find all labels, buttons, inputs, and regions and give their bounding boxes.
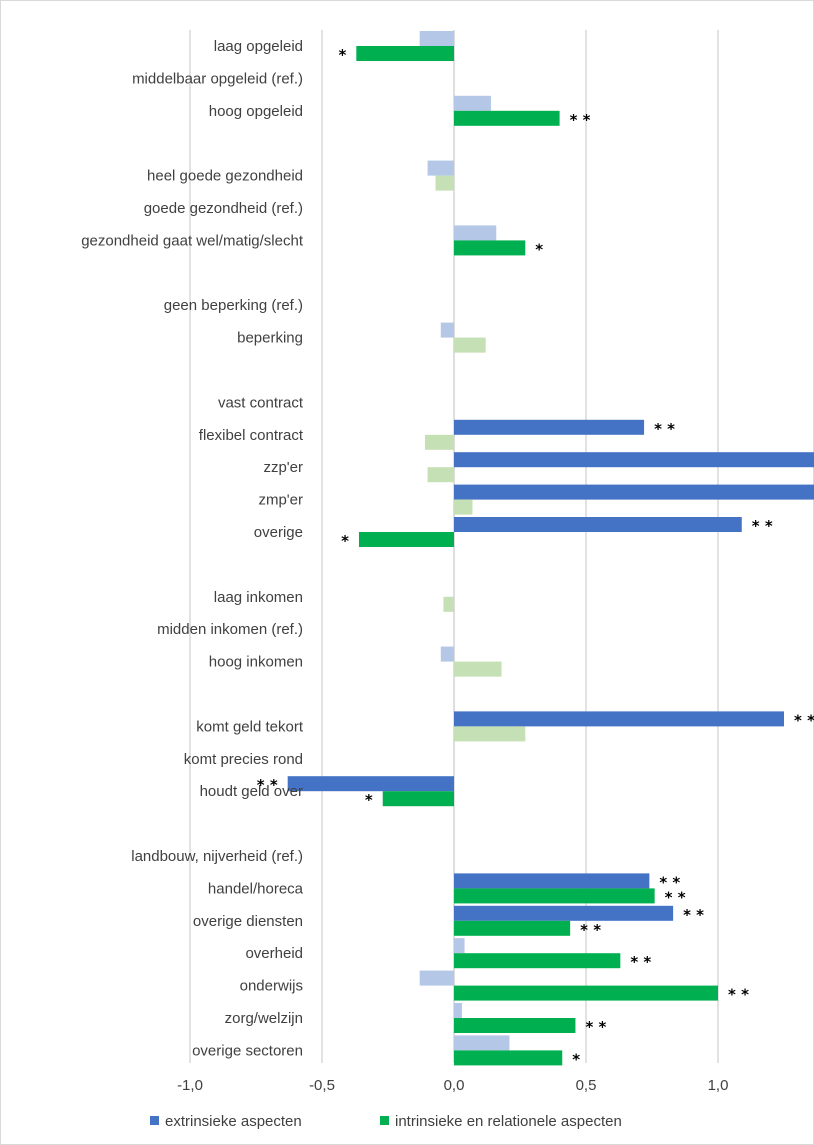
- bar-extrinsiek: [454, 419, 645, 435]
- x-tick-label: -0,5: [309, 1077, 335, 1094]
- category-label: onderwijs: [240, 978, 303, 995]
- category-label: flexibel contract: [199, 427, 304, 444]
- significance-marker: * *: [580, 921, 601, 939]
- x-tick-label: 0,5: [576, 1077, 597, 1094]
- significance-marker: * *: [683, 906, 704, 924]
- significance-marker: * *: [257, 776, 278, 794]
- legend-swatch-extrinsiek: [150, 1116, 159, 1125]
- bar-extrinsiek: [454, 484, 814, 500]
- category-label: gezondheid gaat wel/matig/slecht: [81, 232, 304, 249]
- significance-marker: * *: [630, 953, 651, 971]
- category-label: goede gezondheid (ref.): [144, 200, 303, 217]
- bars: [287, 31, 814, 1066]
- bar-intrinsiek: [454, 661, 502, 677]
- category-label: beperking: [237, 330, 303, 347]
- bar-intrinsiek: [454, 110, 560, 126]
- category-label: geen beperking (ref.): [164, 297, 303, 314]
- x-tick-label: 1,0: [708, 1077, 729, 1094]
- significance-marker: *: [365, 791, 373, 809]
- bar-extrinsiek: [454, 95, 491, 111]
- category-label: zzp'er: [263, 459, 303, 476]
- significance-marker: * *: [794, 711, 814, 729]
- legend-swatch-intrinsiek: [380, 1116, 389, 1125]
- category-label: middelbaar opgeleid (ref.): [132, 70, 303, 87]
- significance-marker: *: [535, 240, 543, 258]
- bar-intrinsiek: [358, 532, 454, 547]
- bar-extrinsiek: [454, 938, 465, 954]
- category-label: laag opgeleid: [214, 38, 303, 55]
- category-label: handel/horeca: [208, 880, 304, 897]
- bar-intrinsiek: [424, 434, 454, 450]
- bar-extrinsiek: [454, 1003, 462, 1018]
- category-label: overige: [254, 524, 303, 541]
- bar-extrinsiek: [440, 322, 454, 338]
- bar-intrinsiek: [382, 791, 454, 807]
- bar-extrinsiek: [454, 711, 784, 727]
- bar-intrinsiek: [454, 1018, 576, 1033]
- bar-extrinsiek: [427, 160, 454, 176]
- significance-marker: * *: [665, 888, 686, 906]
- significance-marker: * *: [570, 111, 591, 129]
- category-label: vast contract: [218, 394, 304, 411]
- bar-extrinsiek: [454, 225, 497, 241]
- bar-extrinsiek: [287, 776, 454, 792]
- category-label: overige sectoren: [192, 1042, 303, 1059]
- bar-intrinsiek: [454, 499, 473, 515]
- significance-marker: *: [338, 46, 346, 64]
- category-label: houdt geld over: [200, 783, 303, 800]
- category-label: midden inkomen (ref.): [157, 621, 303, 638]
- x-tick-label: 0,0: [444, 1077, 465, 1094]
- bar-intrinsiek: [454, 1050, 563, 1066]
- category-label: overheid: [245, 945, 303, 962]
- bar-extrinsiek: [419, 31, 454, 46]
- category-label: zorg/welzijn: [225, 1010, 303, 1027]
- bar-intrinsiek: [454, 920, 571, 936]
- significance-marker: * *: [654, 420, 675, 438]
- category-labels: laag opgeleid middelbaar opgeleid (ref.) h…: [81, 38, 304, 1059]
- legend-label-extrinsiek: extrinsieke aspecten: [165, 1113, 302, 1130]
- significance-markers: * ** ** ** ** ** ** * * *** * ** ** ** ** *…: [257, 46, 814, 1068]
- bar-extrinsiek: [440, 646, 454, 662]
- bar-intrinsiek: [435, 175, 454, 191]
- bar-intrinsiek: [454, 985, 718, 1001]
- category-label: hoog inkomen: [209, 654, 303, 671]
- category-label: zmp'er: [258, 492, 303, 509]
- significance-marker: *: [572, 1050, 580, 1068]
- category-label: komt geld tekort: [196, 718, 304, 735]
- bar-extrinsiek: [454, 452, 814, 468]
- bar-extrinsiek: [454, 1035, 510, 1051]
- legend-label-intrinsiek: intrinsieke en relationele aspecten: [395, 1113, 622, 1130]
- significance-marker: * *: [728, 986, 749, 1004]
- bar-intrinsiek: [454, 953, 621, 969]
- bar-extrinsiek: [454, 873, 650, 889]
- bar-intrinsiek: [356, 46, 454, 61]
- x-tick-label: -1,0: [177, 1077, 203, 1094]
- significance-marker: * *: [659, 873, 680, 891]
- bar-intrinsiek: [454, 726, 526, 742]
- bar-intrinsiek: [454, 337, 486, 353]
- significance-marker: * *: [585, 1018, 606, 1036]
- category-label: hoog opgeleid: [209, 103, 303, 120]
- category-label: laag inkomen: [214, 589, 303, 606]
- bar-intrinsiek: [443, 596, 454, 612]
- bar-intrinsiek: [454, 240, 526, 256]
- bar-intrinsiek: [427, 467, 454, 483]
- bar-extrinsiek: [454, 517, 742, 532]
- significance-marker: *: [341, 532, 349, 550]
- category-label: komt precies rond: [184, 751, 303, 768]
- bar-intrinsiek: [454, 888, 655, 904]
- category-label: landbouw, nijverheid (ref.): [131, 848, 303, 865]
- significance-marker: * *: [752, 517, 773, 535]
- legend: extrinsieke aspecten intrinsieke en rela…: [150, 1113, 622, 1130]
- bar-extrinsiek: [454, 905, 674, 921]
- category-label: overige diensten: [193, 913, 303, 930]
- x-axis-ticks: -1,0-0,50,00,51,01,52,02,5: [177, 1077, 729, 1094]
- bar-extrinsiek: [419, 970, 454, 986]
- category-label: heel goede gezondheid: [147, 168, 303, 185]
